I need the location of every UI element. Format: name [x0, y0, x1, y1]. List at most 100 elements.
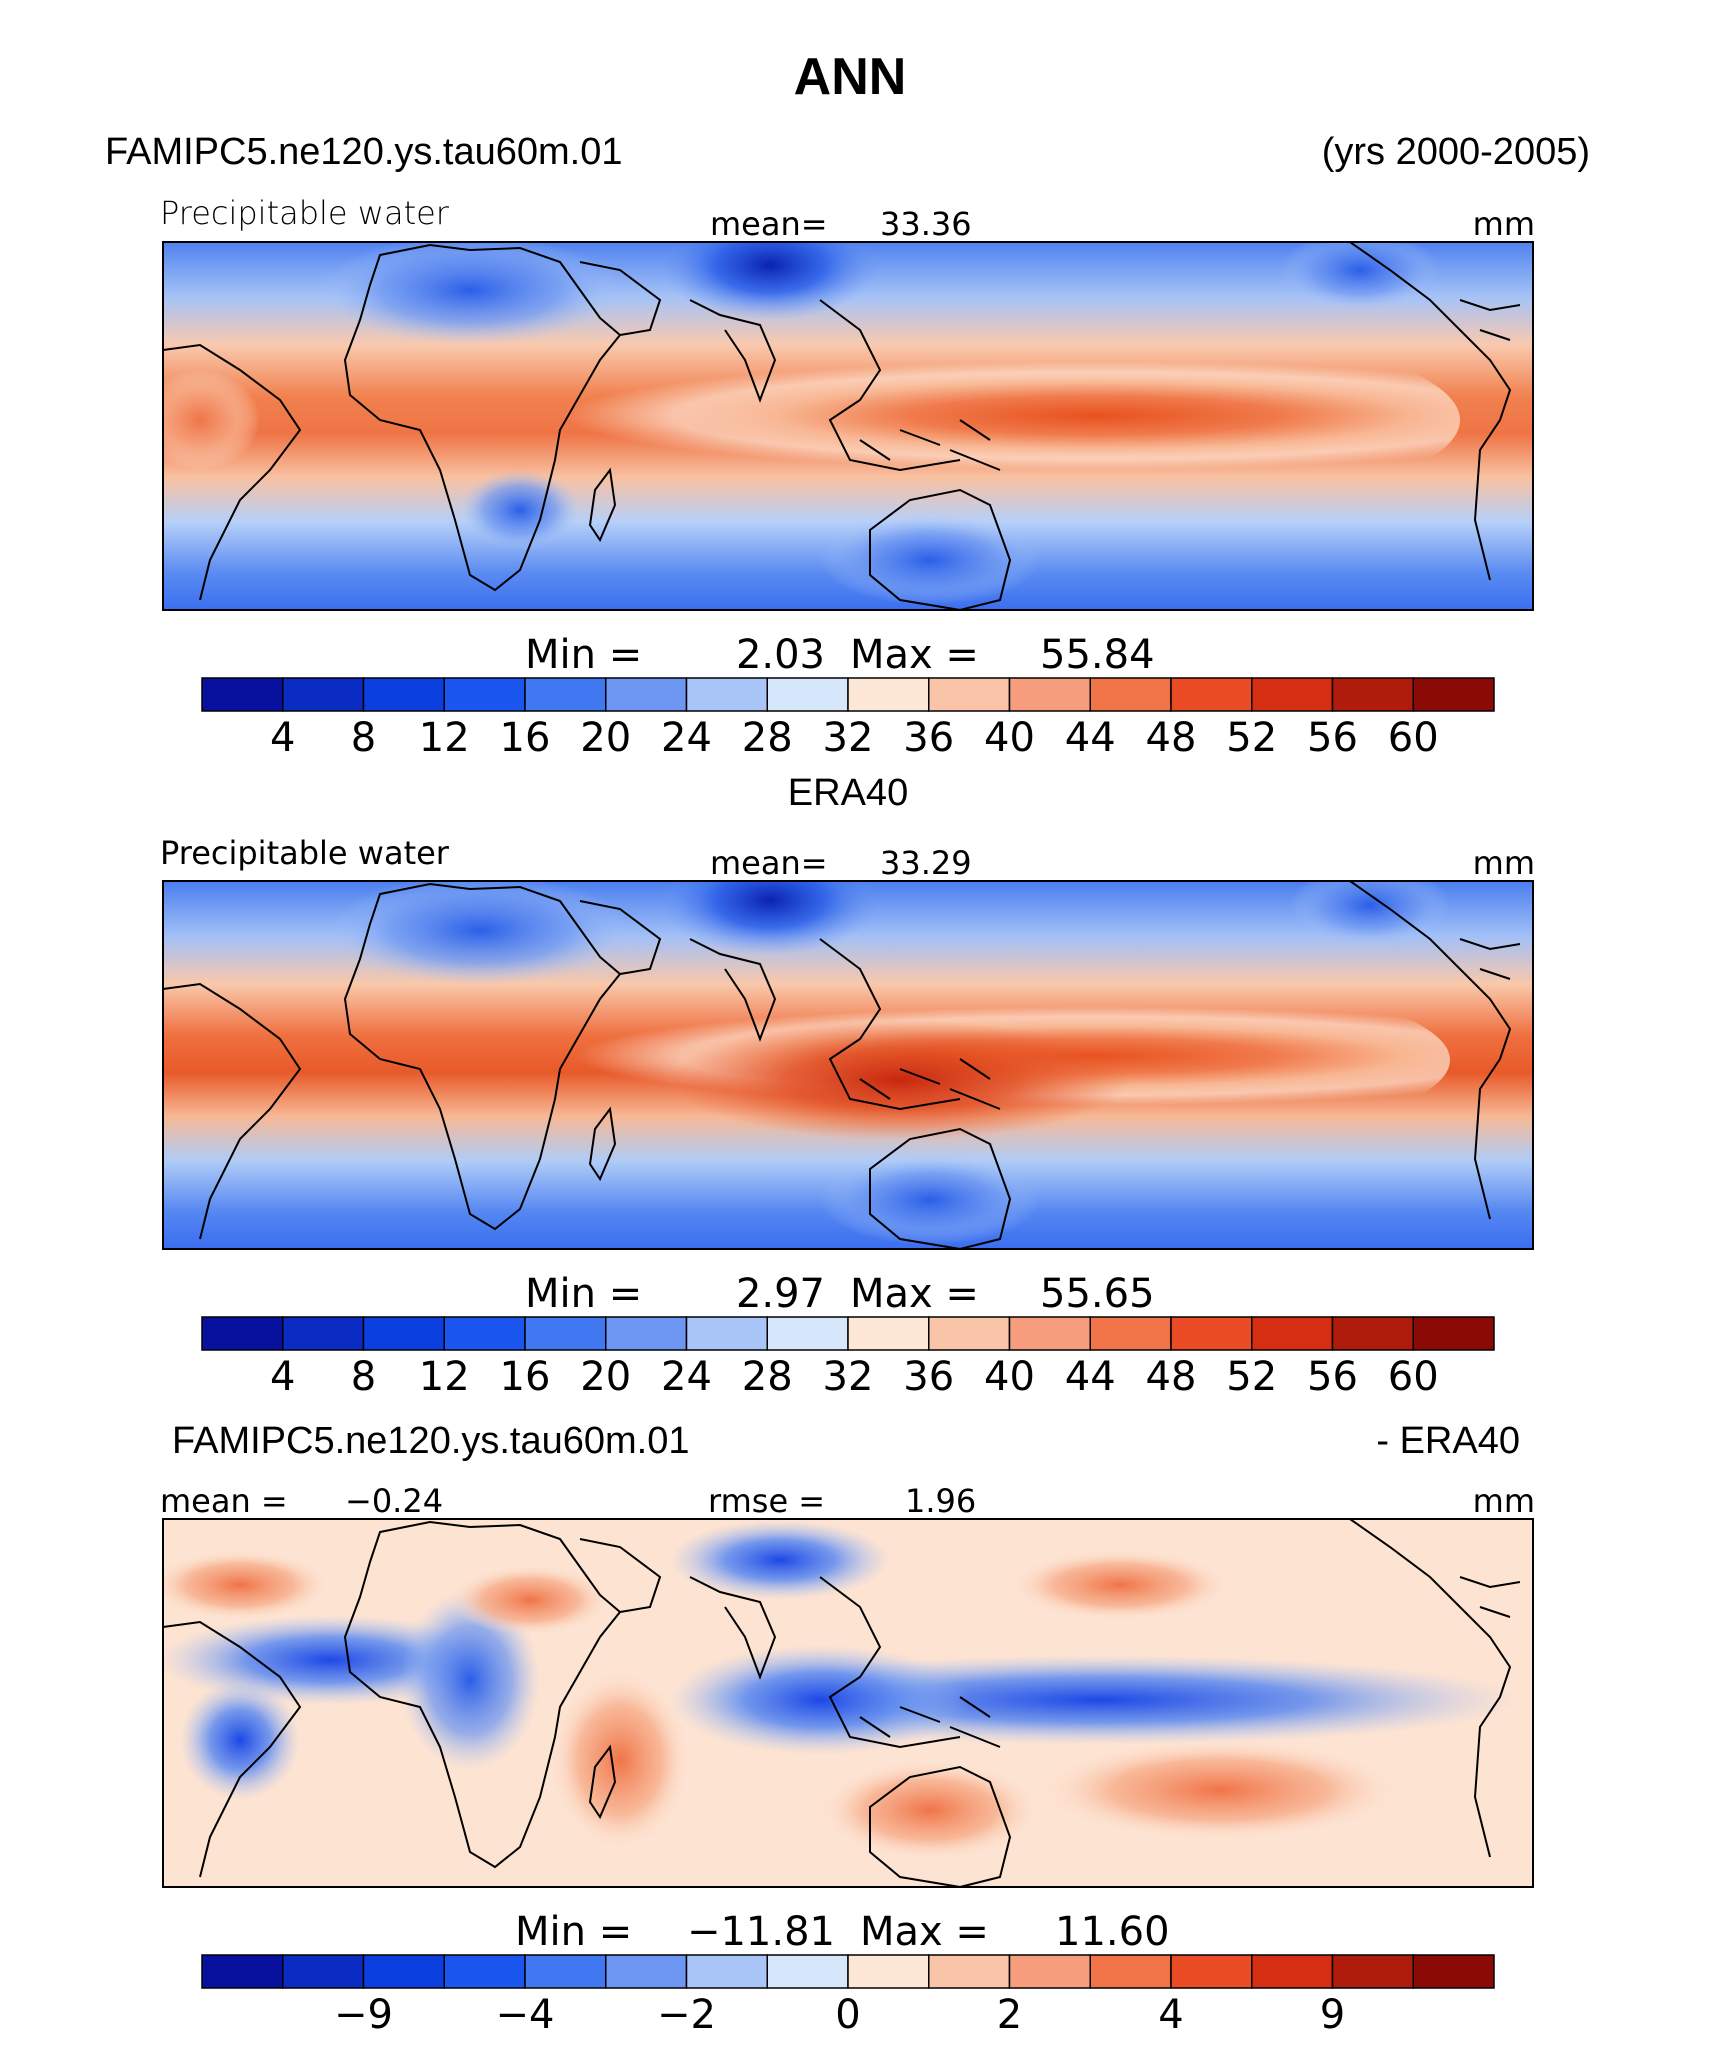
panel3-coast-arabia [579, 1538, 662, 1613]
panel1-colorbar-tick-label: 20 [580, 715, 631, 761]
panel1-coastlines [163, 242, 1521, 610]
panel3-colorbar-tick-label: 0 [835, 1992, 860, 2038]
panel3-npac-positive [1010, 1550, 1230, 1620]
panel1-coast-madagascar [588, 467, 617, 543]
panel3-colorbar-segment [928, 1954, 1011, 1989]
panel3-rmse-label: rmse = [708, 1482, 825, 1520]
panel2-hot-core [670, 1020, 1130, 1140]
panel3-colorbar-segment [1251, 1954, 1334, 1989]
panel1-colorbar-tick-label: 16 [500, 715, 551, 761]
panel2-colorbar-segment [766, 1316, 849, 1351]
panel1-southafrica-dry [460, 470, 580, 550]
panel1-colorbar-segment [1008, 677, 1091, 712]
panel3-rmse-value: 1.96 [905, 1482, 976, 1520]
panel2-units: mm [1473, 844, 1535, 882]
panel2-variable: Precipitable water [160, 834, 450, 872]
panel3-min-value: −11.81 [687, 1909, 835, 1955]
panel1-min-label: Min = [525, 632, 642, 678]
panel3-colorbar-segment [847, 1954, 930, 1989]
panel1-warm-pool [500, 310, 1460, 530]
panel3-colorbar-tick-label: −9 [334, 1992, 393, 2038]
panel2-max-label: Max = [850, 1271, 979, 1317]
panel2-mean-label: mean= [710, 844, 828, 882]
panel3-min-label: Min = [515, 1909, 632, 1955]
panel2-asia-dry [660, 881, 880, 955]
panel1-colorbar-tick-label: 28 [742, 715, 793, 761]
panel1-mean-value: 33.36 [880, 205, 972, 243]
panel3-colorbar-tick-label: −4 [496, 1992, 555, 2038]
panel1-coast-indonesia [859, 419, 1001, 471]
panel2-colorbar-segment [201, 1316, 284, 1351]
panel1-coast-india [689, 299, 777, 403]
panel1-colorbar-segment [1089, 677, 1172, 712]
panel2-colorbar-tick-label: 16 [500, 1354, 551, 1400]
panel1-coast-caribbean [1459, 299, 1521, 341]
panel1-colorbar-tick-label: 40 [984, 715, 1035, 761]
panel2-colorbar-segment [1170, 1316, 1253, 1351]
panel3-samerica-negative [180, 1680, 300, 1800]
panel2-coast-americas [1349, 881, 1512, 1220]
panel2-australia-dry [820, 1155, 1040, 1245]
panel3-coast-indonesia [859, 1696, 1001, 1748]
panel3-coast-seasia [819, 1576, 961, 1749]
panel2-colorbar-ticks: 4 8 12 16 20 24 28 32 36 40 44 48 52 56 60 [270, 1354, 1439, 1400]
panel1-colorbar-segment [282, 677, 365, 712]
panel1-colorbar-tick-label: 24 [661, 715, 712, 761]
panel1-coast-seasia [819, 299, 961, 472]
season-title: ANN [794, 48, 907, 106]
panel2-max-value: 55.65 [1040, 1271, 1155, 1317]
panel2-colorbar-tick-label: 8 [351, 1354, 376, 1400]
panel3-colorbar-segment [1008, 1954, 1091, 1989]
panel2-coast-madagascar [588, 1106, 617, 1182]
panel2-colorbar-segment [282, 1316, 365, 1351]
panel1-colorbar-tick-label: 12 [419, 715, 470, 761]
panel1-colorbar-tick-label: 56 [1307, 715, 1358, 761]
panel1-min-value: 2.03 [736, 632, 825, 678]
panel1: Precipitable water mean= 33.36 mm [160, 194, 1535, 761]
panel3-indian-negative [670, 1645, 970, 1755]
panel2-coast-arabia [579, 900, 662, 975]
panel3-colorbar [201, 1954, 1495, 1989]
panel2-colorbar-tick-label: 32 [823, 1354, 874, 1400]
panel3-coast-africa [343, 1520, 622, 1869]
panel1-colorbar-segment [443, 677, 526, 712]
panel1-colorbar-segment [1331, 677, 1414, 712]
panel2-colorbar-tick-label: 52 [1226, 1354, 1277, 1400]
panel1-units: mm [1473, 205, 1535, 243]
panel1-nepac-dry [1280, 242, 1440, 310]
panel2-min-label: Min = [525, 1271, 642, 1317]
panel2-nepac-dry [1290, 881, 1450, 945]
panel3-colorbar-ticks: −9 −4 −2 0 2 4 9 [334, 1992, 1345, 2038]
panel1-colorbar-tick-label: 8 [351, 715, 376, 761]
panel3-colorbar-segment [524, 1954, 607, 1989]
panel1-years: (yrs 2000-2005) [1322, 131, 1590, 173]
panel3-mean-label: mean = [160, 1482, 288, 1520]
panel3-colorbar-tick-label: 4 [1158, 1992, 1183, 2038]
panel1-map [163, 242, 1533, 610]
panel3-colorbar-segment [1412, 1954, 1495, 1989]
panel2-coast-india [689, 938, 777, 1042]
panel1-coast-americas [1349, 242, 1512, 581]
panel1-colorbar-segment [1170, 677, 1253, 712]
panel3-natl-positive [163, 1550, 330, 1620]
panel2-colorbar-segment [847, 1316, 930, 1351]
panel3-sahara-positive [450, 1565, 610, 1635]
panel3-colorbar-segment [443, 1954, 526, 1989]
panel3-colorbar-segment [362, 1954, 445, 1989]
panel2-sahara-dry [330, 881, 630, 985]
panel1-case-title: FAMIPC5.ne120.ys.tau60m.01 [105, 131, 623, 173]
panel2-colorbar-tick-label: 4 [270, 1354, 295, 1400]
panel1-max-label: Max = [850, 632, 979, 678]
panel2-coastlines [163, 881, 1521, 1249]
panel3-case-title: FAMIPC5.ne120.ys.tau60m.01 [172, 1420, 690, 1462]
panel2-title: ERA40 [788, 772, 908, 814]
panel2-frame [162, 880, 1534, 1250]
panel1-colorbar [201, 677, 1495, 712]
panel1-colorbar-tick-label: 48 [1146, 715, 1197, 761]
panel2-mean-value: 33.29 [880, 844, 972, 882]
panel2-coast-australia [869, 1127, 1012, 1249]
panel1-colorbar-ticks: 4 8 12 16 20 24 28 32 36 40 44 48 52 56 60 [270, 715, 1439, 761]
panel3-colorbar-segment [1170, 1954, 1253, 1989]
panel2-colorbar-segment [362, 1316, 445, 1351]
panel3-coastlines [163, 1519, 1521, 1887]
